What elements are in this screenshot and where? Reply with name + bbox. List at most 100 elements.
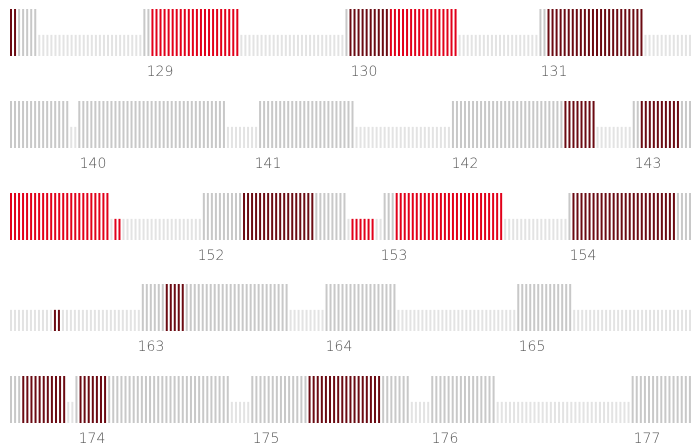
- tick-label: 129: [147, 64, 174, 80]
- bar: [443, 193, 446, 240]
- bar: [26, 376, 29, 423]
- bar: [660, 34, 663, 56]
- bar: [243, 126, 246, 148]
- bar: [612, 193, 615, 240]
- bar: [210, 376, 213, 423]
- bar: [345, 9, 348, 56]
- bar: [90, 193, 93, 240]
- chart-row-4: 163 164 165: [10, 284, 692, 355]
- bar: [470, 34, 473, 56]
- bar: [656, 376, 659, 423]
- bar: [189, 376, 192, 423]
- bar: [214, 376, 217, 423]
- bar: [305, 34, 308, 56]
- bar: [688, 34, 691, 56]
- bar: [628, 126, 631, 148]
- bar: [252, 34, 255, 56]
- bar: [378, 376, 381, 423]
- bar: [680, 376, 683, 423]
- bar: [575, 9, 578, 56]
- bar: [434, 9, 437, 56]
- bar: [54, 34, 57, 56]
- bar: [58, 34, 61, 56]
- bar: [590, 401, 593, 423]
- bar: [295, 193, 298, 240]
- bar: [540, 101, 543, 148]
- bar: [435, 126, 438, 148]
- bar: [142, 218, 145, 240]
- bar: [66, 193, 69, 240]
- bar: [391, 126, 394, 148]
- bar: [399, 193, 402, 240]
- bar: [447, 193, 450, 240]
- bar: [263, 101, 266, 148]
- bar: [377, 9, 380, 56]
- bar: [86, 193, 89, 240]
- bar: [63, 376, 66, 423]
- bar: [106, 101, 109, 148]
- bar: [243, 193, 246, 240]
- bar: [194, 218, 197, 240]
- bar: [140, 376, 143, 423]
- bar: [500, 101, 503, 148]
- bar: [255, 376, 258, 423]
- bar: [676, 101, 679, 148]
- bar: [393, 284, 396, 331]
- bar: [283, 101, 286, 148]
- bar: [170, 218, 173, 240]
- bar: [115, 34, 118, 56]
- bar: [632, 193, 635, 240]
- bar: [323, 101, 326, 148]
- chart-row-2: 140 141 142 143: [10, 101, 691, 172]
- bar: [580, 101, 583, 148]
- bar: [437, 309, 440, 331]
- bar: [267, 376, 270, 423]
- bar: [669, 309, 672, 331]
- bar: [14, 193, 17, 240]
- bar: [645, 309, 648, 331]
- bar: [627, 401, 630, 423]
- bar: [143, 9, 146, 56]
- bar: [536, 218, 539, 240]
- bar: [307, 101, 310, 148]
- bar: [163, 9, 166, 56]
- bar: [640, 101, 643, 148]
- bar: [198, 376, 201, 423]
- bar: [640, 9, 643, 56]
- bar: [410, 401, 413, 423]
- bar: [553, 401, 556, 423]
- bar: [50, 376, 53, 423]
- bar: [224, 9, 227, 56]
- bar: [377, 284, 380, 331]
- bar: [251, 193, 254, 240]
- bar: [202, 376, 205, 423]
- bar: [582, 401, 585, 423]
- bar: [86, 34, 89, 56]
- bar: [333, 284, 336, 331]
- bar: [504, 401, 507, 423]
- bar: [373, 9, 376, 56]
- bar: [568, 101, 571, 148]
- bar: [587, 9, 590, 56]
- bar: [226, 126, 229, 148]
- bar: [108, 376, 111, 423]
- bar: [126, 101, 129, 148]
- bar: [165, 284, 168, 331]
- bar: [267, 101, 270, 148]
- bar: [335, 193, 338, 240]
- bar: [613, 309, 616, 331]
- bar: [403, 193, 406, 240]
- bar: [216, 9, 219, 56]
- bar: [556, 218, 559, 240]
- bar: [445, 309, 448, 331]
- bar: [588, 101, 591, 148]
- bar: [485, 309, 488, 331]
- bar: [499, 34, 502, 56]
- bar: [586, 401, 589, 423]
- bar: [596, 126, 599, 148]
- bar: [381, 9, 384, 56]
- tick-label: 176: [432, 431, 459, 444]
- bar: [120, 376, 123, 423]
- bar: [299, 101, 302, 148]
- bar: [173, 376, 176, 423]
